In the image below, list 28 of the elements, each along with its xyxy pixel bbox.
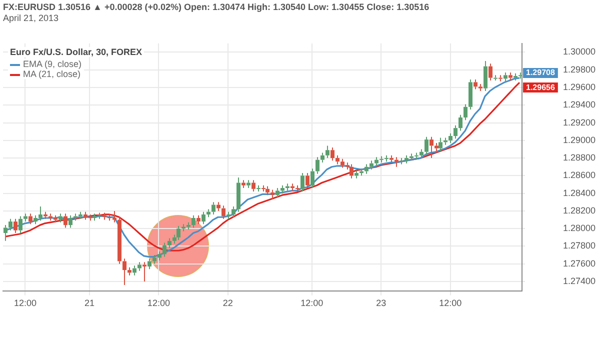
y-tick-label: 1.28200 xyxy=(563,205,596,216)
y-tick-label: 1.28400 xyxy=(563,188,596,198)
y-tick-label: 1.29000 xyxy=(563,134,596,145)
y-tick-label: 1.27600 xyxy=(563,258,596,268)
data-label: 1.29708 xyxy=(526,68,556,78)
x-tick-label: 12:00 xyxy=(147,298,170,308)
chart-subtitle: FX:EURUSD 1.30516 ▲ +0.00028 (+0.02%) Open: 1.30474 High: 1.30540 Low: 1.30455 Close: 1.30516 xyxy=(3,2,430,12)
x-tick-label: 12:00 xyxy=(14,298,37,308)
legend-label: EMA (9, close) xyxy=(22,59,82,70)
x-tick-label: 12:00 xyxy=(300,298,324,308)
x-tick-label: 12:00 xyxy=(439,298,462,308)
legend-label: MA (21, close) xyxy=(22,69,82,80)
data-label: 1.29656 xyxy=(526,82,556,92)
text: April 21, 2013 xyxy=(3,13,59,23)
x-tick-label: 23 xyxy=(376,298,386,308)
x-tick-label: 21 xyxy=(84,298,95,308)
y-tick-label: 1.27400 xyxy=(563,276,596,286)
y-tick-label: 1.29800 xyxy=(563,64,596,74)
y-tick-label: 1.27800 xyxy=(563,240,596,251)
y-tick-label: 1.29400 xyxy=(563,100,596,110)
x-tick-label: 22 xyxy=(222,298,233,308)
y-tick-label: 1.29600 xyxy=(563,82,596,92)
y-tick-label: 1.30000 xyxy=(563,46,596,57)
y-tick-label: 1.28600 xyxy=(563,170,596,180)
y-tick-label: 1.29200 xyxy=(563,117,596,128)
y-tick-label: 1.28000 xyxy=(563,223,596,234)
y-tick-label: 1.28800 xyxy=(563,152,596,163)
text: Euro Fx/U.S. Dollar, 30, FOREX xyxy=(8,47,144,58)
